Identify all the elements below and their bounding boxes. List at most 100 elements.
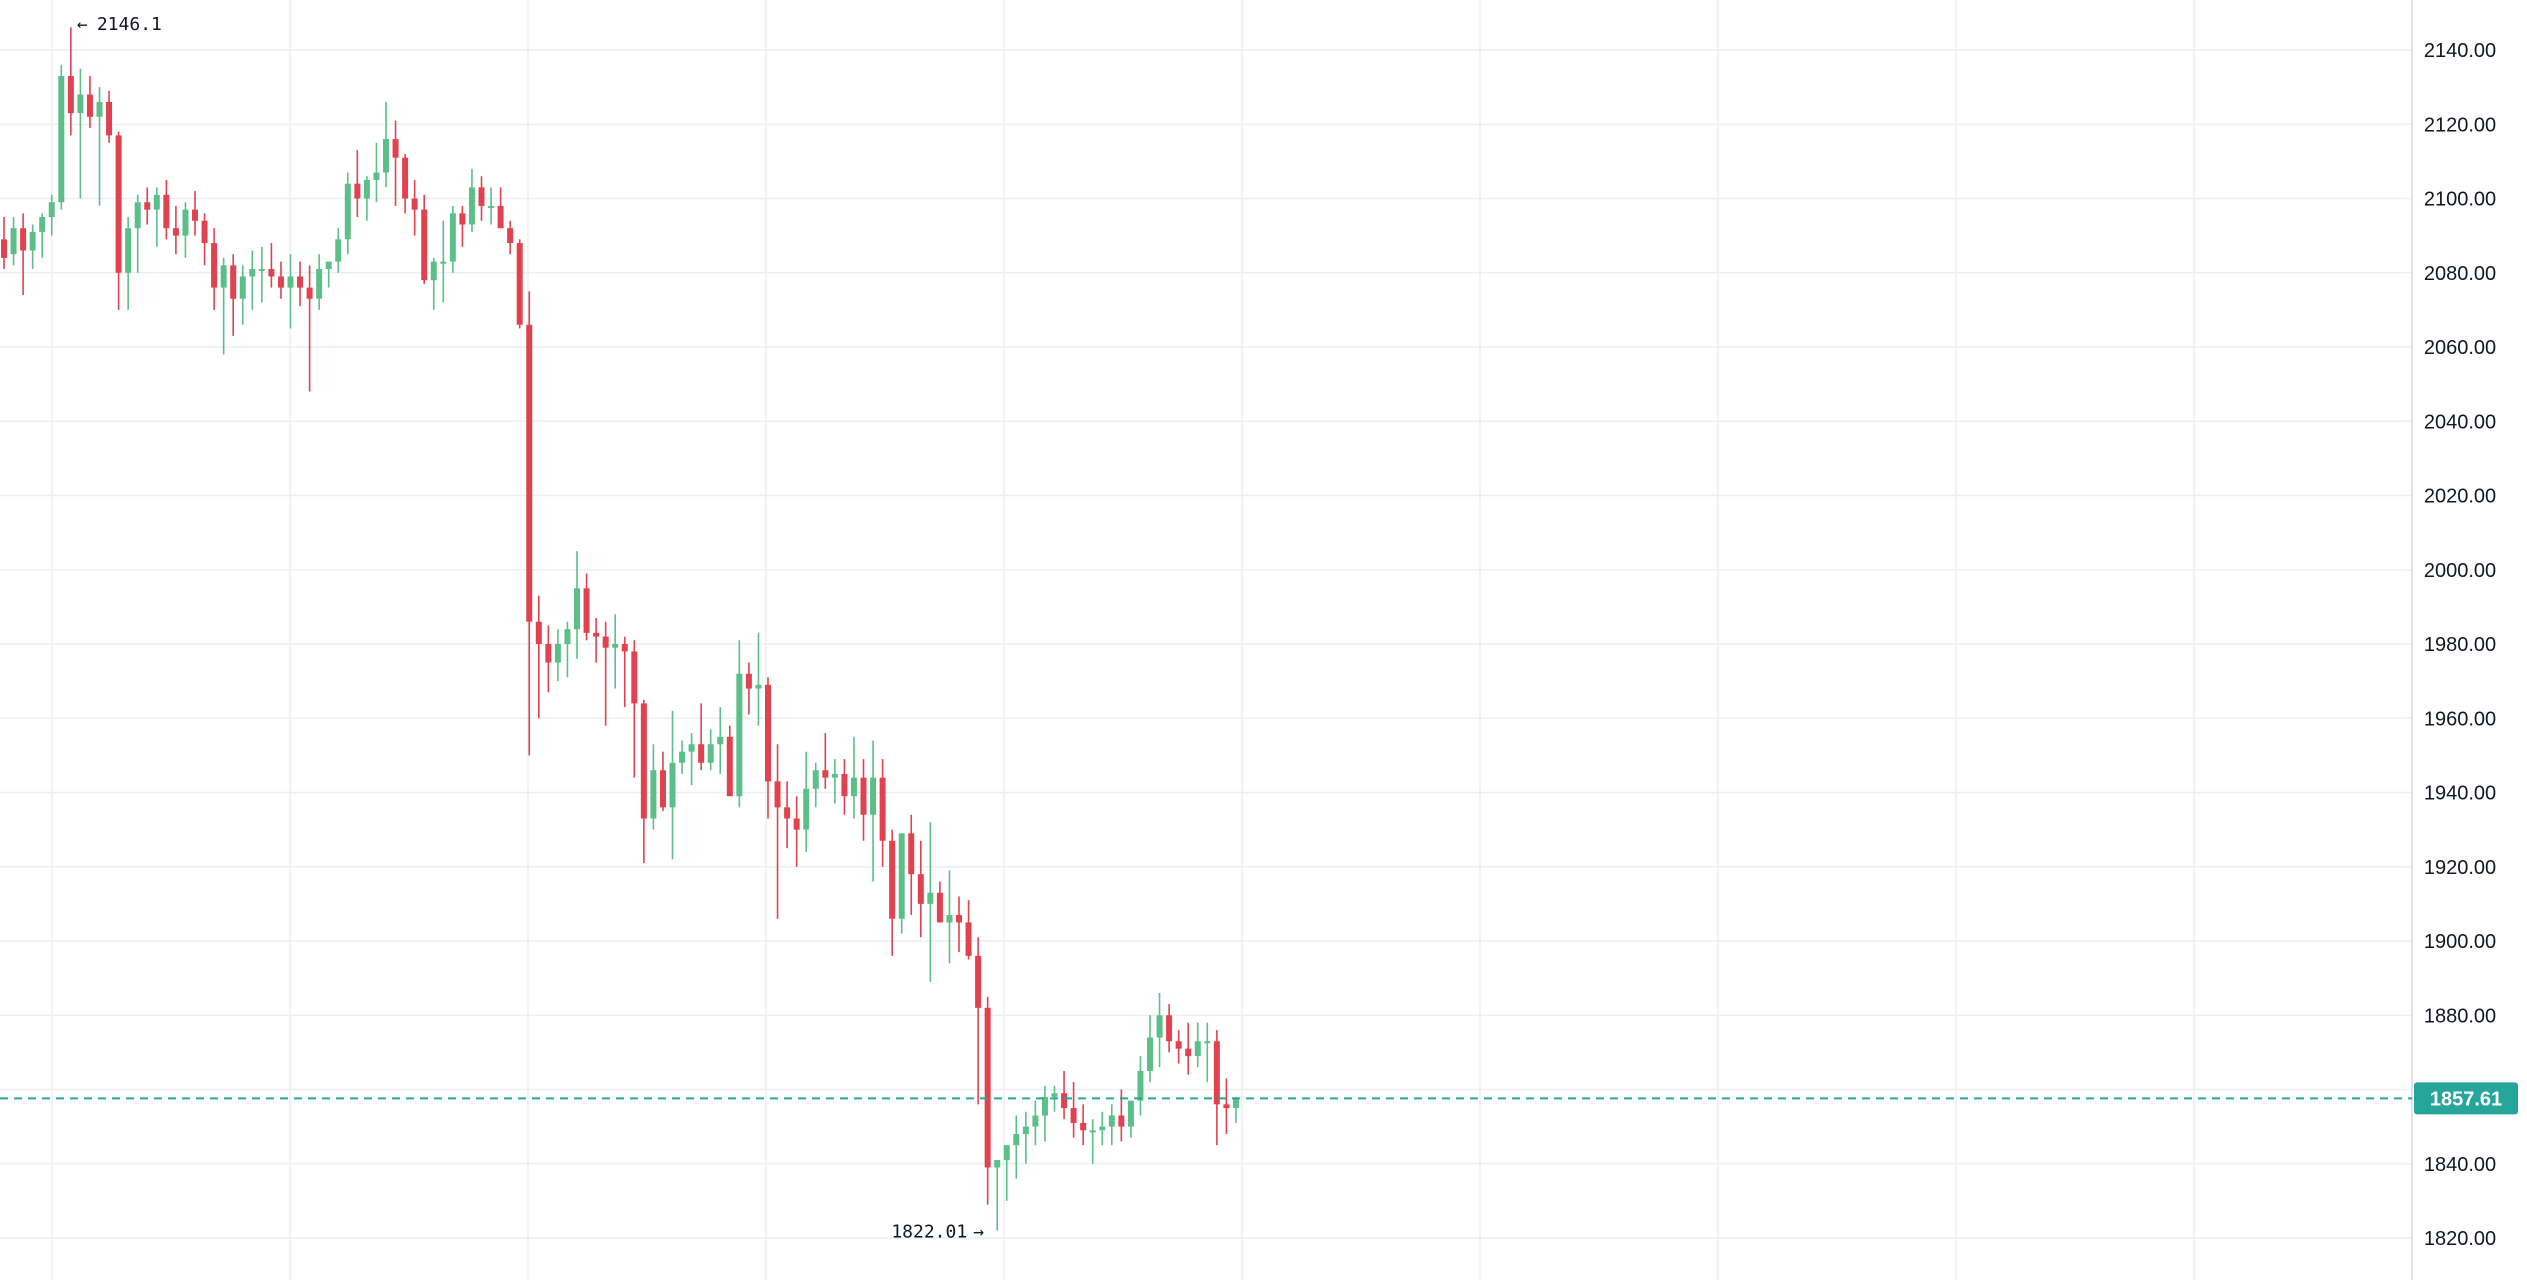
candle-down[interactable] bbox=[268, 243, 275, 288]
candle-down[interactable] bbox=[211, 228, 218, 310]
candle-down[interactable] bbox=[392, 120, 399, 206]
candle-down[interactable] bbox=[545, 625, 552, 693]
candle-up[interactable] bbox=[994, 1160, 1001, 1231]
candle-up[interactable] bbox=[134, 194, 141, 273]
candle-down[interactable] bbox=[526, 291, 533, 756]
candle-down[interactable] bbox=[621, 636, 628, 708]
candle-down[interactable] bbox=[984, 996, 991, 1205]
candle-down[interactable] bbox=[163, 179, 170, 240]
candle-up[interactable] bbox=[48, 194, 55, 236]
candle-down[interactable] bbox=[936, 881, 943, 923]
candle-up[interactable] bbox=[1108, 1104, 1115, 1146]
candle-up[interactable] bbox=[258, 246, 265, 303]
candle-up[interactable] bbox=[1022, 1111, 1029, 1164]
candle-down[interactable] bbox=[745, 662, 752, 715]
candle-up[interactable] bbox=[58, 64, 65, 210]
candle-up[interactable] bbox=[574, 551, 580, 659]
candle-up[interactable] bbox=[363, 176, 370, 221]
candle-up[interactable] bbox=[1232, 1096, 1239, 1123]
candle-up[interactable] bbox=[373, 142, 380, 203]
candle-down[interactable] bbox=[822, 733, 829, 789]
candle-up[interactable] bbox=[125, 217, 132, 310]
candle-up[interactable] bbox=[755, 632, 762, 726]
candle-down[interactable] bbox=[784, 781, 791, 849]
candle-down[interactable] bbox=[277, 261, 284, 299]
candle-down[interactable] bbox=[497, 187, 504, 229]
candle-up[interactable] bbox=[717, 707, 724, 774]
candle-down[interactable] bbox=[793, 796, 800, 867]
candle-down[interactable] bbox=[698, 703, 705, 771]
candle-up[interactable] bbox=[688, 733, 695, 786]
candle-up[interactable] bbox=[1137, 1056, 1144, 1116]
candle-up[interactable] bbox=[153, 187, 160, 247]
candle-down[interactable] bbox=[106, 90, 113, 143]
candle-up[interactable] bbox=[870, 740, 877, 882]
candle-up[interactable] bbox=[1099, 1111, 1106, 1146]
candle-down[interactable] bbox=[841, 759, 848, 815]
candle-up[interactable] bbox=[316, 254, 323, 310]
candle-down[interactable] bbox=[1213, 1030, 1220, 1146]
candle-down[interactable] bbox=[20, 213, 27, 296]
candle-up[interactable] bbox=[1041, 1085, 1048, 1142]
candle-up[interactable] bbox=[1156, 992, 1163, 1068]
candle-up[interactable] bbox=[564, 621, 571, 678]
candle-up[interactable] bbox=[831, 759, 838, 804]
candle-down[interactable] bbox=[1, 217, 7, 270]
candle-up[interactable] bbox=[430, 257, 437, 310]
candle-up[interactable] bbox=[325, 261, 332, 288]
candle-down[interactable] bbox=[459, 205, 466, 247]
candle-down[interactable] bbox=[354, 150, 361, 218]
candle-down[interactable] bbox=[516, 239, 523, 329]
candle-up[interactable] bbox=[77, 68, 84, 199]
candle-up[interactable] bbox=[1204, 1022, 1211, 1083]
candle-up[interactable] bbox=[679, 740, 686, 774]
candle-down[interactable] bbox=[879, 759, 886, 867]
candle-up[interactable] bbox=[1194, 1022, 1201, 1068]
candle-up[interactable] bbox=[850, 736, 857, 819]
candle-down[interactable] bbox=[956, 896, 962, 953]
candle-down[interactable] bbox=[67, 27, 74, 136]
candle-down[interactable] bbox=[144, 187, 151, 225]
candle-down[interactable] bbox=[602, 621, 609, 726]
candle-up[interactable] bbox=[29, 224, 36, 270]
candle-down[interactable] bbox=[860, 759, 867, 841]
candle-down[interactable] bbox=[1223, 1078, 1230, 1135]
candle-down[interactable] bbox=[230, 254, 237, 336]
candle-up[interactable] bbox=[927, 822, 934, 982]
candle-up[interactable] bbox=[1147, 1015, 1153, 1083]
candle-up[interactable] bbox=[335, 228, 342, 273]
candle-down[interactable] bbox=[421, 194, 428, 284]
candle-up[interactable] bbox=[440, 220, 447, 303]
candle-down[interactable] bbox=[1118, 1089, 1125, 1142]
candle-up[interactable] bbox=[1013, 1115, 1020, 1179]
candle-down[interactable] bbox=[593, 618, 600, 663]
candle-down[interactable] bbox=[192, 191, 198, 236]
candle-down[interactable] bbox=[965, 900, 972, 960]
candle-down[interactable] bbox=[297, 261, 304, 307]
candle-up[interactable] bbox=[488, 187, 495, 225]
candle-up[interactable] bbox=[468, 168, 475, 232]
candle-up[interactable] bbox=[650, 744, 657, 830]
price-axis[interactable]: 2140.00 2120.00 2100.00 2080.00 2060.00 2040.… bbox=[2424, 40, 2496, 1250]
candle-down[interactable] bbox=[402, 153, 409, 214]
candle-up[interactable] bbox=[946, 870, 953, 964]
candle-up[interactable] bbox=[96, 87, 103, 206]
candle-up[interactable] bbox=[249, 250, 256, 310]
candle-down[interactable] bbox=[1185, 1022, 1192, 1075]
candle-down[interactable] bbox=[975, 937, 982, 1105]
candle-down[interactable] bbox=[115, 131, 122, 310]
candle-up[interactable] bbox=[707, 729, 714, 771]
candle-down[interactable] bbox=[774, 744, 781, 919]
candle-up[interactable] bbox=[554, 629, 561, 682]
candle-down[interactable] bbox=[1175, 1030, 1182, 1064]
candle-up[interactable] bbox=[1003, 1145, 1010, 1201]
candle-down[interactable] bbox=[1166, 1004, 1173, 1053]
candle-up[interactable] bbox=[898, 833, 905, 934]
candle-up[interactable] bbox=[182, 202, 189, 258]
candle-up[interactable] bbox=[812, 762, 819, 808]
candle-down[interactable] bbox=[1061, 1070, 1068, 1120]
candle-down[interactable] bbox=[1070, 1082, 1077, 1138]
candle-down[interactable] bbox=[631, 640, 638, 778]
candle-up[interactable] bbox=[1127, 1100, 1134, 1138]
candle-down[interactable] bbox=[478, 176, 485, 221]
